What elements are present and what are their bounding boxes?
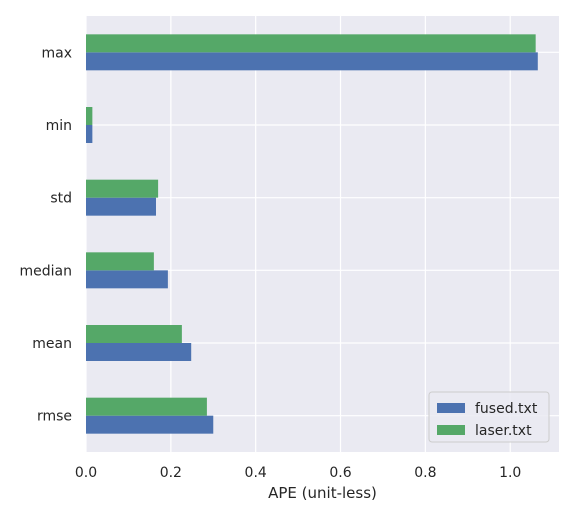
x-tick-label: 0.6: [329, 465, 351, 481]
y-tick-labels: rmse mean median std min max: [20, 45, 72, 424]
bars: [86, 34, 538, 434]
bar-laser-txt-max: [86, 34, 536, 53]
legend-swatch: [437, 403, 465, 413]
legend-swatch: [437, 425, 465, 435]
x-tick-label: 0.8: [414, 465, 436, 481]
bar-laser-txt-std: [86, 179, 159, 198]
x-tick-label: 0.0: [75, 465, 97, 481]
bar-fused-txt-max: [86, 52, 538, 71]
bar-laser-txt-rmse: [86, 397, 207, 416]
x-tick-label: 1.0: [499, 465, 521, 481]
x-tick-labels: 0.0 0.2 0.4 0.6 0.8 1.0: [75, 465, 521, 481]
bar-fused-txt-rmse: [86, 415, 214, 434]
y-tick-label: median: [20, 263, 72, 279]
bar-fused-txt-mean: [86, 343, 192, 361]
bar-fused-txt-std: [86, 197, 156, 216]
bar-laser-txt-median: [86, 252, 154, 271]
legend-label: laser.txt: [475, 423, 532, 439]
legend: fused.txt laser.txt: [428, 391, 550, 443]
y-tick-label: min: [46, 118, 72, 134]
y-tick-label: mean: [32, 336, 72, 352]
bar-laser-txt-mean: [86, 325, 182, 343]
bar-laser-txt-min: [86, 107, 93, 125]
legend-label: fused.txt: [475, 401, 538, 417]
x-axis-label: APE (unit-less): [268, 484, 377, 502]
y-tick-label: max: [41, 45, 72, 61]
plot-area: [86, 16, 559, 452]
y-tick-label: std: [50, 191, 72, 207]
bar-fused-txt-median: [86, 270, 168, 289]
x-tick-label: 0.2: [160, 465, 182, 481]
y-tick-label: rmse: [37, 409, 72, 425]
x-tick-label: 0.4: [245, 465, 267, 481]
bar-fused-txt-min: [86, 125, 93, 143]
